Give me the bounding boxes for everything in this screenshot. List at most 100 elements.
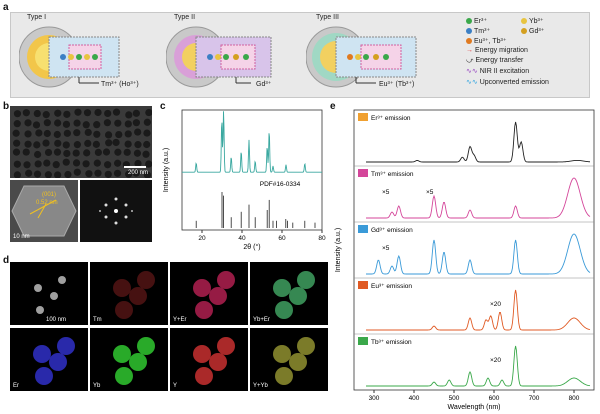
panel-label-d: d <box>3 255 10 266</box>
series-swatch <box>358 113 368 121</box>
nanoparticle <box>13 110 22 118</box>
nanoparticle <box>63 129 71 137</box>
mapped-particle <box>33 345 51 363</box>
mapped-particle <box>34 284 42 292</box>
map-channel-label: Y+Yb <box>253 383 268 389</box>
mapped-particle <box>289 287 307 305</box>
legend-nir-excitation: ∿∿ NIR II excitation <box>466 68 530 75</box>
type-2-nanoparticle-icon <box>166 26 272 88</box>
nanoparticle <box>143 129 151 137</box>
legend-er: Er³⁺ <box>466 17 487 25</box>
spectrum-line <box>366 177 591 219</box>
mapped-particle <box>289 353 307 371</box>
nanoparticle <box>94 148 102 157</box>
xrd-xtick-label: 60 <box>278 235 286 242</box>
spectrum-line <box>366 345 591 387</box>
gold-dot-icon <box>521 28 527 35</box>
map-channel-label: Er <box>13 383 19 389</box>
nanoparticle <box>64 170 72 178</box>
hrtem-particle-icon <box>11 185 77 237</box>
nanoparticle <box>84 128 92 136</box>
nanoparticle <box>24 130 32 138</box>
scale-annotation: ×5 <box>426 189 434 196</box>
nanoparticle <box>73 141 81 149</box>
mapped-particle <box>115 301 133 319</box>
scale-annotation: ×5 <box>382 189 390 196</box>
hrtem-scale-label: 10 nm <box>13 234 30 240</box>
purple-wave-icon: ∿∿ <box>466 68 480 75</box>
nanoparticle <box>44 171 52 178</box>
nanoparticle <box>82 121 90 129</box>
mapped-particle <box>273 345 291 363</box>
mapped-particle <box>129 287 147 305</box>
nanoparticle <box>124 140 132 148</box>
type-2-label: Gd³⁺ <box>256 81 272 88</box>
map-channel-label: Y <box>173 383 178 389</box>
panel-label-c: c <box>160 101 166 112</box>
scale-annotation: ×20 <box>490 357 501 364</box>
nanoparticle <box>44 148 53 157</box>
nanoparticle <box>145 160 152 168</box>
nanoparticle <box>62 141 70 149</box>
legend-energy-migration: → Energy migration <box>466 47 528 54</box>
xrd-xlabel: 2θ (°) <box>243 243 260 251</box>
mapped-particle <box>193 279 211 297</box>
mapped-particle <box>273 279 291 297</box>
mapped-particle <box>193 345 211 363</box>
nanoparticle <box>104 109 112 118</box>
nanoparticle <box>113 159 122 167</box>
elemental-map-cell: Er <box>10 328 88 391</box>
type-2-title: Type II <box>174 14 196 21</box>
spectra-ylabel: Intensity (a.u.) <box>335 228 342 272</box>
panel-label-a: a <box>3 2 9 13</box>
nanoparticle <box>124 130 132 138</box>
nanoparticle <box>114 148 122 156</box>
nanoparticle <box>25 169 33 177</box>
spectra-xtick-label: 600 <box>489 395 500 402</box>
nanoparticle <box>93 121 101 129</box>
nanoparticle <box>115 130 123 139</box>
nanoparticle <box>132 119 141 127</box>
nanoparticle <box>42 111 50 119</box>
nanoparticle <box>33 109 41 118</box>
nanoparticle <box>62 120 71 128</box>
xrd-xtick-label: 40 <box>238 235 246 242</box>
type-1-nanoparticle-icon <box>19 26 120 88</box>
nanoparticle <box>134 128 142 136</box>
nanoparticle <box>73 129 81 137</box>
type-1-label: Tm³⁺ (Ho³⁺) <box>101 81 139 88</box>
nanoparticle <box>13 160 21 168</box>
map-channel-label: Yb+Er <box>253 317 270 323</box>
mapped-particle <box>49 353 67 371</box>
nanoparticle <box>73 119 81 127</box>
nanoparticle <box>63 149 71 158</box>
nanoparticle <box>125 170 133 178</box>
fft-pattern-image <box>80 180 152 242</box>
nanoparticle <box>94 108 102 117</box>
mapped-particle <box>275 367 293 385</box>
nanoparticle <box>134 159 142 168</box>
series-label: Gd³⁺ emission <box>371 227 413 234</box>
nanoparticle <box>84 139 92 148</box>
emission-spectra-chart: Intensity (a.u.) Wavelength (nm) Er³⁺ em… <box>335 109 595 411</box>
nanoparticle <box>34 150 42 159</box>
nanoparticle <box>54 171 62 178</box>
legend-eu-tb: Eu³⁺, Tb³⁺ <box>466 37 507 45</box>
nanoparticle <box>132 169 140 177</box>
nanoparticle <box>22 109 30 117</box>
elemental-map-cell: Y+Er <box>170 262 248 325</box>
nanoparticle <box>43 129 51 138</box>
nanoparticle <box>35 129 43 137</box>
nanoparticle <box>83 109 92 117</box>
nanoparticle <box>12 148 21 156</box>
series-label: Tb³⁺ emission <box>371 339 412 346</box>
series-label: Eu³⁺ emission <box>371 283 412 290</box>
nanoparticle <box>23 161 31 169</box>
fft-spots-icon <box>99 197 133 225</box>
nanoparticle <box>112 138 120 147</box>
tem-scale-bar <box>124 166 146 168</box>
nanoparticle <box>63 110 71 118</box>
nanoparticle <box>103 119 112 127</box>
nanoparticle <box>142 150 150 158</box>
elemental-map-cell: Tm <box>90 262 168 325</box>
